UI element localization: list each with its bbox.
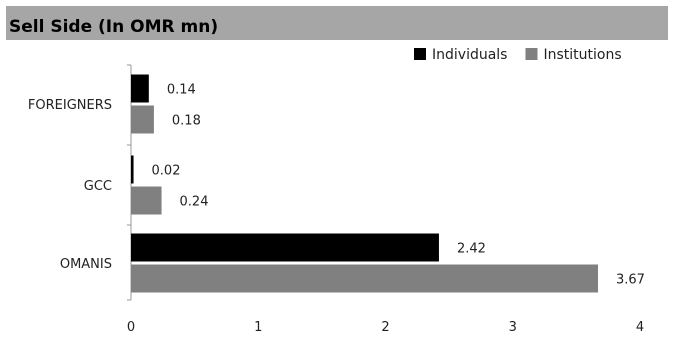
value-label-gcc-institutions: 0.24 [180,195,209,210]
category-label-gcc: GCC [84,179,112,194]
bar-omanis-institutions [131,264,599,293]
legend-swatch-individuals [414,48,426,60]
bar-omanis-individuals [131,233,439,262]
x-tick-label-4: 4 [636,320,644,335]
legend-label-institutions: Institutions [543,47,621,63]
value-label-omanis-individuals: 2.42 [457,242,486,257]
title-bar [6,6,668,40]
value-label-foreigners-individuals: 0.14 [167,83,196,98]
chart-title: Sell Side (In OMR mn) [9,17,219,37]
bar-gcc-institutions [131,186,162,215]
value-label-omanis-institutions: 3.67 [616,273,645,288]
bar-foreigners-individuals [131,74,149,103]
category-label-omanis: OMANIS [60,257,112,272]
legend-swatch-institutions [525,48,538,60]
x-tick-label-1: 1 [254,320,262,335]
value-label-foreigners-institutions: 0.18 [172,114,201,129]
x-tick-label-3: 3 [509,320,517,335]
bar-foreigners-institutions [131,105,154,134]
category-label-foreigners: FOREIGNERS [28,98,112,113]
x-tick-label-2: 2 [381,320,389,335]
x-tick-label-0: 0 [127,320,135,335]
value-label-gcc-individuals: 0.02 [152,164,181,179]
bar-gcc-individuals [131,155,134,184]
legend-label-individuals: Individuals [432,47,507,63]
